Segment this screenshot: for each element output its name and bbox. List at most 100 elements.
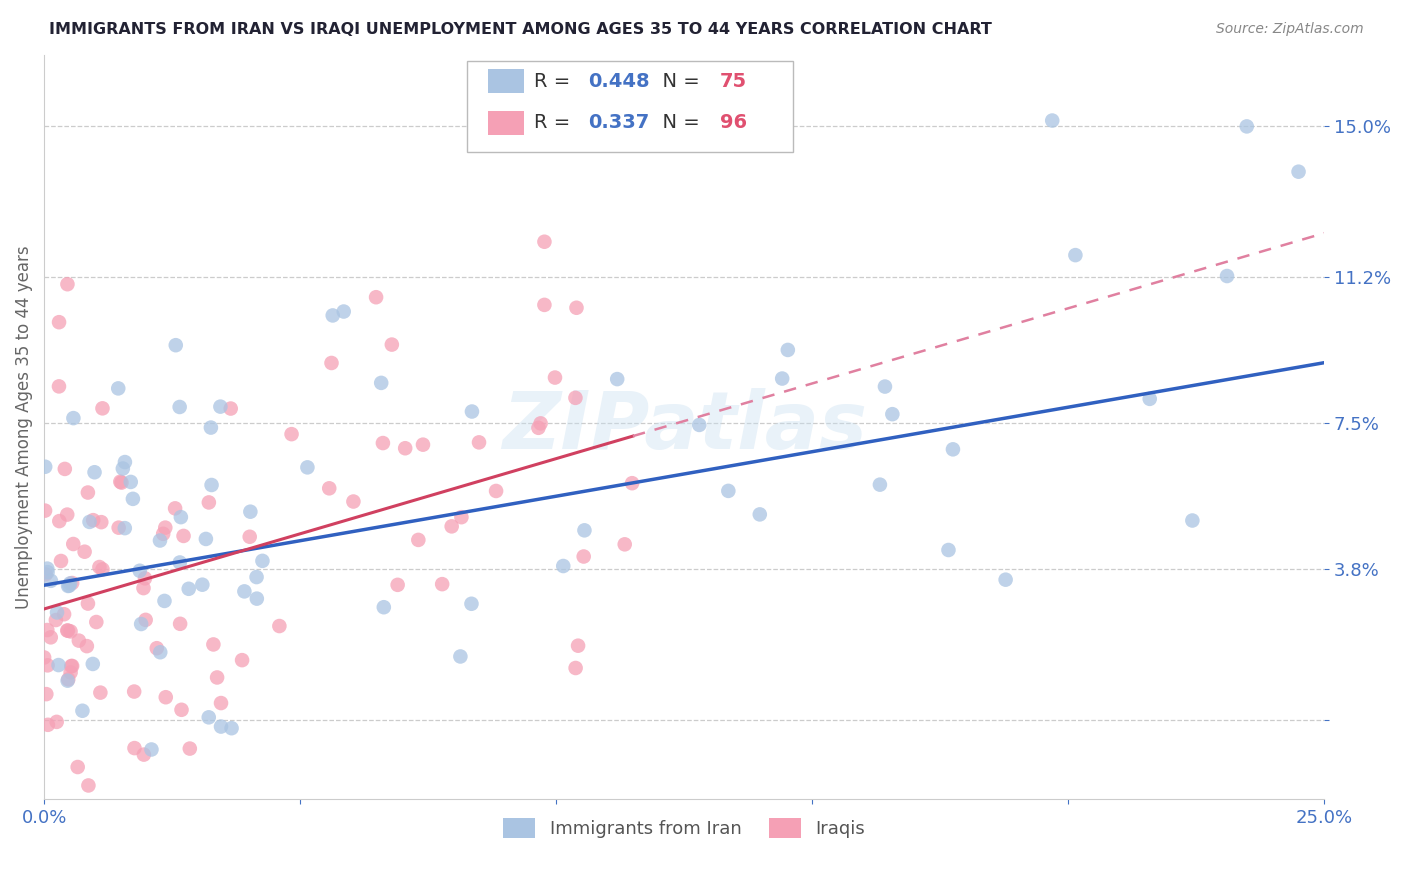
Point <box>120 475 142 489</box>
Point <box>58 673 80 687</box>
Point <box>48 514 70 528</box>
Point <box>56 579 79 593</box>
Point <box>128 564 150 578</box>
Point <box>245 570 267 584</box>
Point <box>141 742 163 756</box>
Point <box>132 581 155 595</box>
Point <box>269 619 291 633</box>
Point <box>53 462 76 476</box>
Point <box>37 658 59 673</box>
Point <box>460 597 482 611</box>
Point <box>135 613 157 627</box>
Point <box>468 435 491 450</box>
Text: 96: 96 <box>720 113 747 132</box>
Legend: Immigrants from Iran, Iraqis: Immigrants from Iran, Iraqis <box>496 810 873 846</box>
Point <box>209 400 232 414</box>
Point <box>37 718 59 732</box>
Point <box>45 714 67 729</box>
Point <box>46 606 69 620</box>
Point <box>321 356 343 370</box>
Point <box>56 277 79 292</box>
Point <box>59 665 82 680</box>
Point <box>134 571 156 585</box>
Point <box>82 657 104 671</box>
Point <box>58 579 80 593</box>
Text: N =: N = <box>650 71 706 91</box>
Point <box>873 379 896 393</box>
Point <box>449 649 471 664</box>
Point <box>553 559 575 574</box>
Point <box>202 637 225 651</box>
Point <box>169 556 191 570</box>
Point <box>90 515 112 529</box>
Point <box>364 290 387 304</box>
Point <box>48 315 70 329</box>
Point <box>107 521 129 535</box>
Point <box>37 565 59 579</box>
Point <box>200 420 222 434</box>
Point <box>35 687 58 701</box>
Point <box>371 436 394 450</box>
Point <box>177 582 200 596</box>
Point <box>239 505 262 519</box>
Point <box>89 560 111 574</box>
Point <box>342 494 364 508</box>
Point <box>394 442 416 456</box>
Point <box>565 301 588 315</box>
Point <box>165 501 187 516</box>
Point <box>155 690 177 705</box>
Point <box>1216 268 1239 283</box>
Text: 75: 75 <box>720 71 747 91</box>
Point <box>485 483 508 498</box>
Point <box>56 508 79 522</box>
Point <box>748 508 770 522</box>
Point <box>86 615 108 629</box>
Point <box>994 573 1017 587</box>
Point <box>132 747 155 762</box>
Text: ZIPatlas: ZIPatlas <box>502 388 866 466</box>
Point <box>280 427 302 442</box>
Point <box>56 624 79 638</box>
Point <box>73 545 96 559</box>
Text: 0.448: 0.448 <box>588 71 650 91</box>
Point <box>155 521 177 535</box>
Point <box>77 485 100 500</box>
Point <box>1139 392 1161 406</box>
Point <box>191 577 214 591</box>
Point <box>149 533 172 548</box>
Point <box>572 549 595 564</box>
Point <box>110 475 132 489</box>
Point <box>111 461 134 475</box>
Point <box>60 659 83 673</box>
Point <box>56 624 79 638</box>
Point <box>938 543 960 558</box>
Point <box>37 623 59 637</box>
Point <box>869 477 891 491</box>
FancyBboxPatch shape <box>488 70 524 93</box>
Point <box>408 533 430 547</box>
Point <box>83 465 105 479</box>
Point <box>76 639 98 653</box>
Point <box>179 741 201 756</box>
Point <box>200 478 222 492</box>
Point <box>56 673 79 688</box>
Point <box>688 417 710 432</box>
Point <box>564 661 586 675</box>
Point <box>129 617 152 632</box>
Point <box>107 381 129 395</box>
Point <box>173 529 195 543</box>
Point <box>332 304 354 318</box>
Point <box>231 653 253 667</box>
Point <box>59 624 82 639</box>
Point <box>440 519 463 533</box>
Text: N =: N = <box>650 113 706 132</box>
Point <box>153 594 176 608</box>
Point <box>170 703 193 717</box>
Point <box>32 650 55 665</box>
Text: R =: R = <box>534 71 576 91</box>
Point <box>387 578 409 592</box>
Point <box>152 526 174 541</box>
Point <box>169 616 191 631</box>
Point <box>91 562 114 576</box>
Point <box>209 720 232 734</box>
